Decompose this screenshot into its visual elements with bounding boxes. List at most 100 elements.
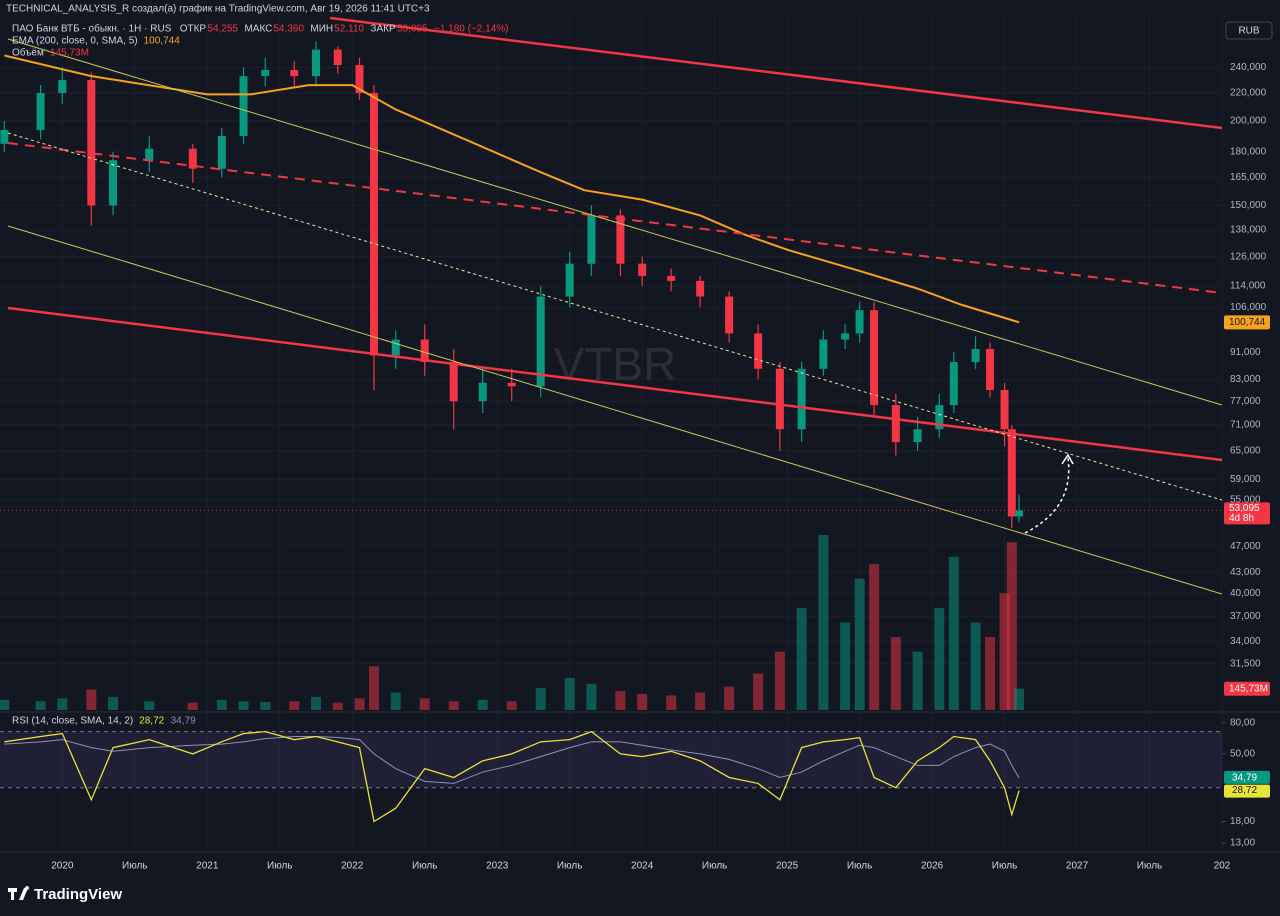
y-tick-label: 37,000	[1230, 611, 1261, 622]
y-tick-label: 138,000	[1230, 225, 1267, 236]
rsi-ma-line	[4, 736, 1020, 784]
candle-body	[478, 382, 487, 402]
volume-bar	[216, 699, 227, 710]
candle-body	[1015, 510, 1024, 517]
candle-body	[420, 339, 429, 363]
volume-bar	[695, 692, 706, 710]
candle-body	[667, 275, 676, 281]
y-tick-label: 43,000	[1230, 567, 1261, 578]
header: TECHNICAL_ANALYSIS_R создал(а) график на…	[6, 3, 430, 15]
volume-bar	[985, 637, 996, 710]
candle-body	[935, 405, 944, 430]
y-tick-label: 77,000	[1230, 396, 1261, 407]
rsi-ma-legend-value: 34,79	[171, 716, 196, 727]
candle-body	[36, 93, 45, 130]
y-tick-label: 91,000	[1230, 347, 1261, 358]
volume-bar	[390, 692, 401, 710]
candle-body	[449, 362, 458, 402]
candle-body	[109, 160, 118, 206]
volume-bar	[818, 535, 829, 710]
volume-tag-label: 145,73M	[1229, 683, 1268, 694]
ohlc-label: МИН	[310, 24, 333, 35]
volume-bar	[289, 701, 300, 710]
y-tick-label: 80,00	[1230, 717, 1255, 728]
last-price-label: 53,095	[1229, 503, 1260, 514]
x-tick-label: 2020	[51, 861, 74, 872]
rsi-ma-tag-label: 34,79	[1232, 773, 1257, 784]
x-tick-label: Июль	[557, 861, 583, 872]
candle-body	[891, 405, 900, 443]
volume-bar	[637, 693, 648, 710]
volume-bar	[724, 686, 735, 710]
volume-bar	[586, 683, 597, 710]
volume-legend: Объём	[12, 47, 44, 59]
y-tick-label: 40,000	[1230, 588, 1261, 599]
volume-legend-value: 145,73M	[50, 48, 89, 59]
volume-bar	[0, 699, 10, 710]
ema-legend: EMA (200, close, 0, SMA, 5)	[12, 36, 138, 47]
volume-bar	[144, 701, 155, 710]
candle-body	[775, 368, 784, 430]
volume-bar	[869, 564, 880, 710]
x-tick-label: 2023	[486, 861, 509, 872]
volume-bar	[506, 701, 517, 710]
channel-midline	[7, 132, 1222, 501]
ohlc-label: ОТКР	[180, 24, 207, 35]
y-tick-label: 150,000	[1230, 200, 1267, 211]
countdown-label: 4d 8h	[1229, 513, 1254, 524]
ohlc-label: МАКС	[244, 24, 272, 35]
trendline	[329, 16, 1222, 130]
volume-bar	[753, 673, 764, 710]
volume-bar	[840, 622, 851, 710]
candle-body	[913, 429, 922, 443]
ohlc-legend: ОТКР 54,255 МАКС 54,360 МИН 52,110 ЗАКР 53,095−…	[180, 24, 509, 35]
volume-bar	[35, 701, 46, 710]
volume-bar	[1014, 688, 1025, 710]
volume-bar	[666, 695, 677, 710]
ohlc-value: 52,110	[334, 24, 364, 35]
x-tick-label: Июль	[267, 861, 293, 872]
rsi-tag-label: 28,72	[1232, 785, 1257, 796]
volume-bar	[1006, 542, 1017, 710]
candle-body	[841, 333, 850, 340]
candle-body	[638, 263, 647, 276]
footer-logo: TradingView	[8, 886, 122, 903]
drawings	[7, 16, 1222, 595]
trendline	[7, 306, 1222, 462]
ohlc-label: ЗАКР	[370, 24, 396, 35]
volume-bar	[999, 593, 1010, 710]
volume-bar	[854, 578, 865, 710]
volume-bar	[108, 696, 119, 710]
channel-line	[7, 225, 1222, 595]
x-tick-label: 2022	[341, 861, 364, 872]
y-tick-label: 18,00	[1230, 816, 1255, 827]
x-tick-label: 2025	[776, 861, 799, 872]
legend: ПАО Банк ВТБ - обыкн. · 1Н · RUS ОТКР 54,…	[12, 23, 508, 727]
candle-body	[87, 79, 96, 206]
x-tick-label: 202	[1214, 861, 1231, 872]
rsi-legend: RSI (14, close, SMA, 14, 2)	[12, 716, 133, 727]
x-tick-label: Июль	[702, 861, 728, 872]
symbol-label: ПАО Банк ВТБ - обыкн. · 1Н · RUS	[12, 23, 172, 35]
candle-body	[261, 69, 270, 77]
candle-body	[819, 339, 828, 369]
volume-bar	[934, 607, 945, 710]
currency-box	[1225, 21, 1273, 40]
candle-body	[949, 362, 958, 406]
price-pane	[0, 41, 1222, 529]
channel-line	[7, 38, 1222, 406]
rsi-legend-value: 28,72	[139, 716, 164, 727]
volume-bar	[419, 698, 430, 710]
y-tick-label: 50,00	[1230, 749, 1255, 760]
candle-body	[725, 296, 734, 334]
candle-body	[290, 69, 299, 77]
y-tick-label: 13,00	[1230, 838, 1255, 849]
candle-body	[1000, 390, 1009, 430]
volume-bar	[912, 651, 923, 710]
ema-legend-value: 100,744	[144, 36, 181, 47]
projection-arrow	[1024, 457, 1070, 534]
rsi-tag	[1224, 784, 1270, 798]
candle-body	[391, 339, 400, 356]
candle-body	[507, 382, 516, 387]
